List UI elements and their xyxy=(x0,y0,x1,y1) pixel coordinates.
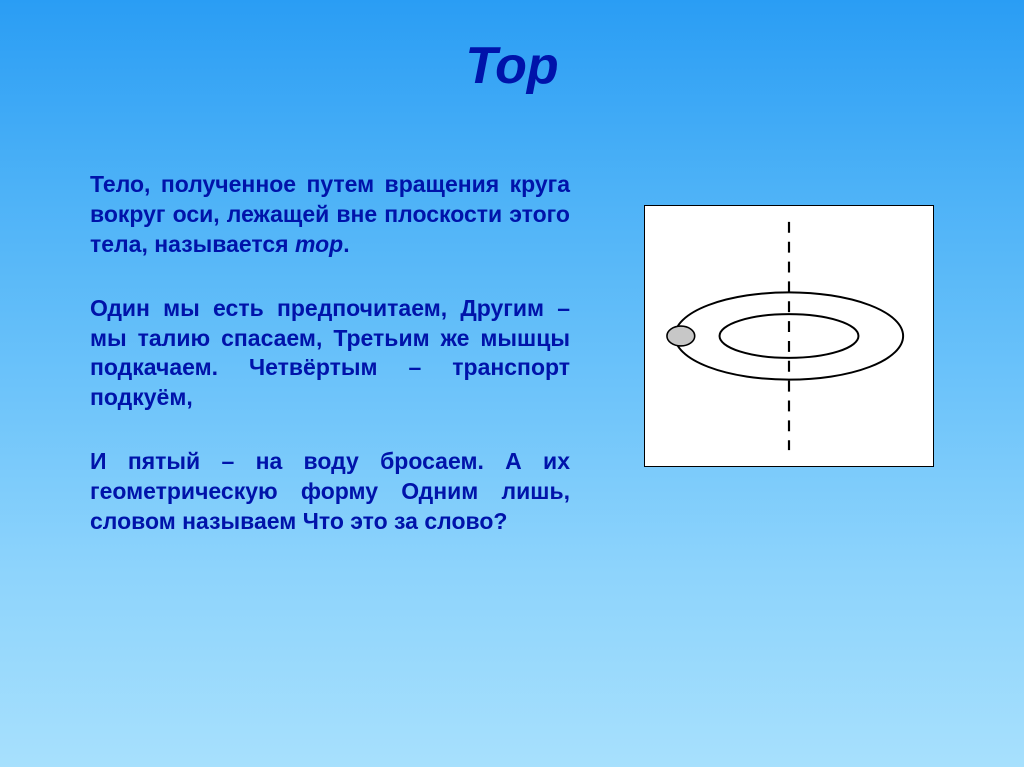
definition-period: . xyxy=(343,231,349,257)
generating-circle xyxy=(667,326,695,346)
torus-figure xyxy=(644,205,934,467)
slide: Тор Тело, полученное путем вращения круг… xyxy=(0,0,1024,767)
definition-term: тор xyxy=(295,231,343,257)
text-column: Тело, полученное путем вращения круга во… xyxy=(90,170,570,537)
torus-svg xyxy=(645,206,933,466)
riddle-paragraph-2: И пятый – на воду бросаем. А их геометри… xyxy=(90,447,570,537)
riddle-paragraph-1: Один мы есть предпочитаем, Другим – мы т… xyxy=(90,294,570,414)
definition-paragraph: Тело, полученное путем вращения круга во… xyxy=(90,170,570,260)
slide-title: Тор xyxy=(0,36,1024,96)
